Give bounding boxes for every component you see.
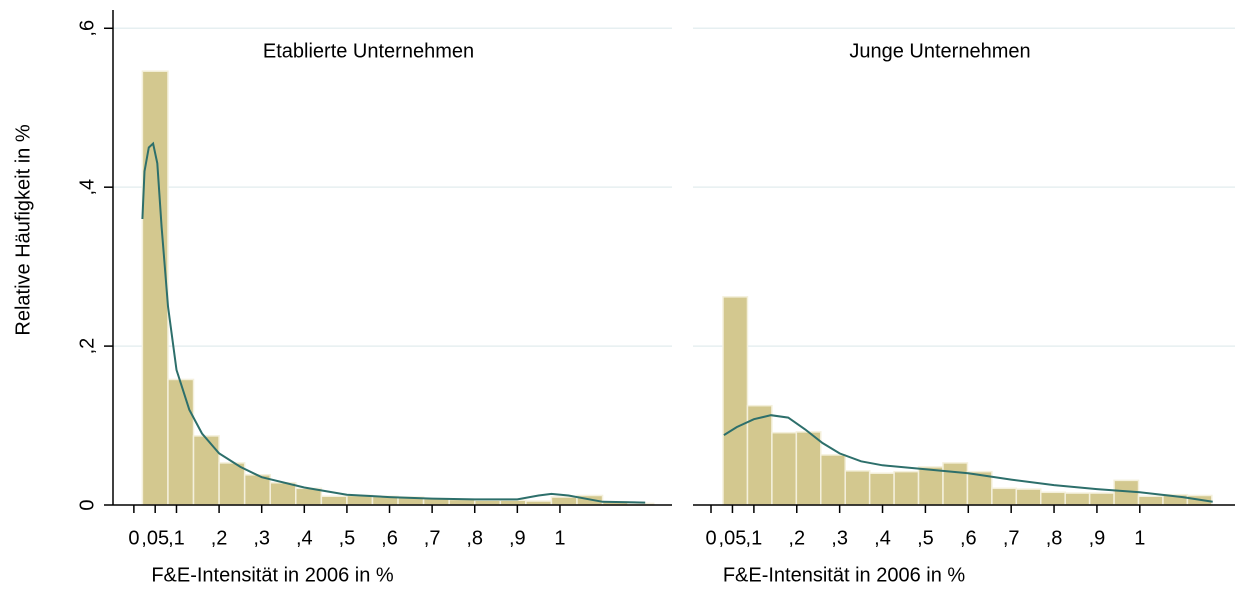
bar xyxy=(868,472,895,506)
x-tick-label: 1 xyxy=(1134,527,1145,549)
x-tick-label: ,1 xyxy=(746,527,763,549)
x-tick-label: ,05 xyxy=(719,527,747,549)
x-axis-title: F&E-Intensität in 2006 in % xyxy=(723,564,966,586)
y-tick-label: 0 xyxy=(76,499,98,510)
x-tick-label: ,4 xyxy=(296,527,313,549)
bar xyxy=(1064,492,1091,506)
bar xyxy=(320,495,348,506)
x-tick-label: ,6 xyxy=(960,527,977,549)
panel-title: Etablierte Unternehmen xyxy=(263,40,474,62)
x-tick-label: ,05 xyxy=(141,527,169,549)
bar xyxy=(192,435,220,506)
x-tick-label: 0 xyxy=(705,527,716,549)
bar xyxy=(1137,495,1164,506)
bar xyxy=(893,470,920,506)
bar xyxy=(167,378,195,506)
bar xyxy=(295,487,323,506)
bar xyxy=(550,496,578,506)
bar xyxy=(243,474,271,506)
x-tick-label: ,6 xyxy=(381,527,398,549)
x-tick-label: ,3 xyxy=(253,527,270,549)
bar xyxy=(820,454,846,506)
density-line xyxy=(723,414,1213,503)
y-tick-label: ,4 xyxy=(76,179,98,196)
panel-title: Junge Unternehmen xyxy=(849,40,1030,62)
x-tick-label: 0 xyxy=(128,527,139,549)
x-tick-label: ,9 xyxy=(509,527,526,549)
y-tick-label: ,2 xyxy=(76,338,98,355)
bar xyxy=(218,462,246,506)
x-tick-label: ,4 xyxy=(874,527,891,549)
bar xyxy=(1088,492,1115,506)
x-tick-label: ,9 xyxy=(1089,527,1106,549)
bar xyxy=(991,487,1018,506)
x-tick-label: ,2 xyxy=(211,527,228,549)
bar xyxy=(942,462,969,506)
x-tick-label: ,8 xyxy=(466,527,483,549)
bar xyxy=(269,482,297,506)
x-tick-label: ,7 xyxy=(424,527,441,549)
x-tick-label: ,2 xyxy=(788,527,805,549)
bar xyxy=(844,470,871,506)
x-tick-label: ,5 xyxy=(917,527,934,549)
x-tick-label: ,1 xyxy=(168,527,185,549)
x-tick-label: ,3 xyxy=(831,527,848,549)
bar xyxy=(141,70,169,506)
x-tick-label: ,7 xyxy=(1003,527,1020,549)
x-tick-label: ,8 xyxy=(1046,527,1063,549)
bar xyxy=(1040,491,1066,506)
x-tick-label: ,5 xyxy=(339,527,356,549)
bar xyxy=(722,296,749,506)
bar xyxy=(771,431,798,506)
y-tick-label: ,6 xyxy=(76,20,98,37)
bar xyxy=(746,404,773,506)
y-axis-title: Relative Häufigkeit in % xyxy=(12,124,34,335)
bar xyxy=(917,466,944,506)
bar xyxy=(795,431,822,506)
bar xyxy=(1015,488,1042,506)
x-axis-title: F&E-Intensität in 2006 in % xyxy=(151,564,394,586)
density-line xyxy=(141,141,646,504)
x-tick-label: 1 xyxy=(554,527,565,549)
